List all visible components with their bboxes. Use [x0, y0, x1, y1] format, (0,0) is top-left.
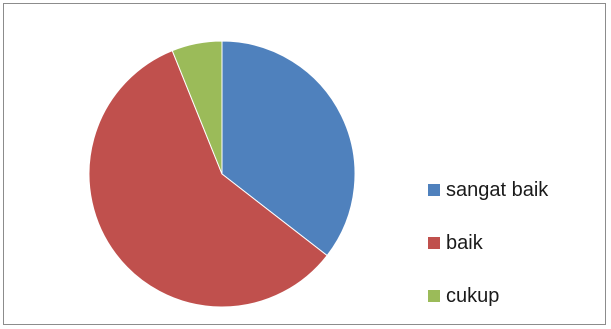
legend-swatch-baik — [428, 237, 440, 249]
chart-area: sangat baik baik cukup — [3, 3, 606, 325]
pie-slice-baik — [88, 49, 328, 308]
pie-slice-sangat-baik — [221, 40, 356, 257]
pie-slices — [88, 40, 356, 308]
legend-item-baik: baik — [428, 227, 548, 259]
legend: sangat baik baik cukup — [428, 174, 548, 312]
legend-label-cukup: cukup — [446, 285, 500, 307]
pie-slice-cukup — [171, 40, 223, 175]
legend-label-baik: baik — [446, 232, 483, 254]
legend-label-sangat-baik: sangat baik — [446, 179, 549, 201]
legend-item-cukup: cukup — [428, 280, 548, 312]
legend-swatch-sangat-baik — [428, 184, 440, 196]
legend-swatch-cukup — [428, 290, 440, 302]
legend-item-sangat-baik: sangat baik — [428, 174, 548, 206]
pie-chart — [88, 40, 356, 308]
